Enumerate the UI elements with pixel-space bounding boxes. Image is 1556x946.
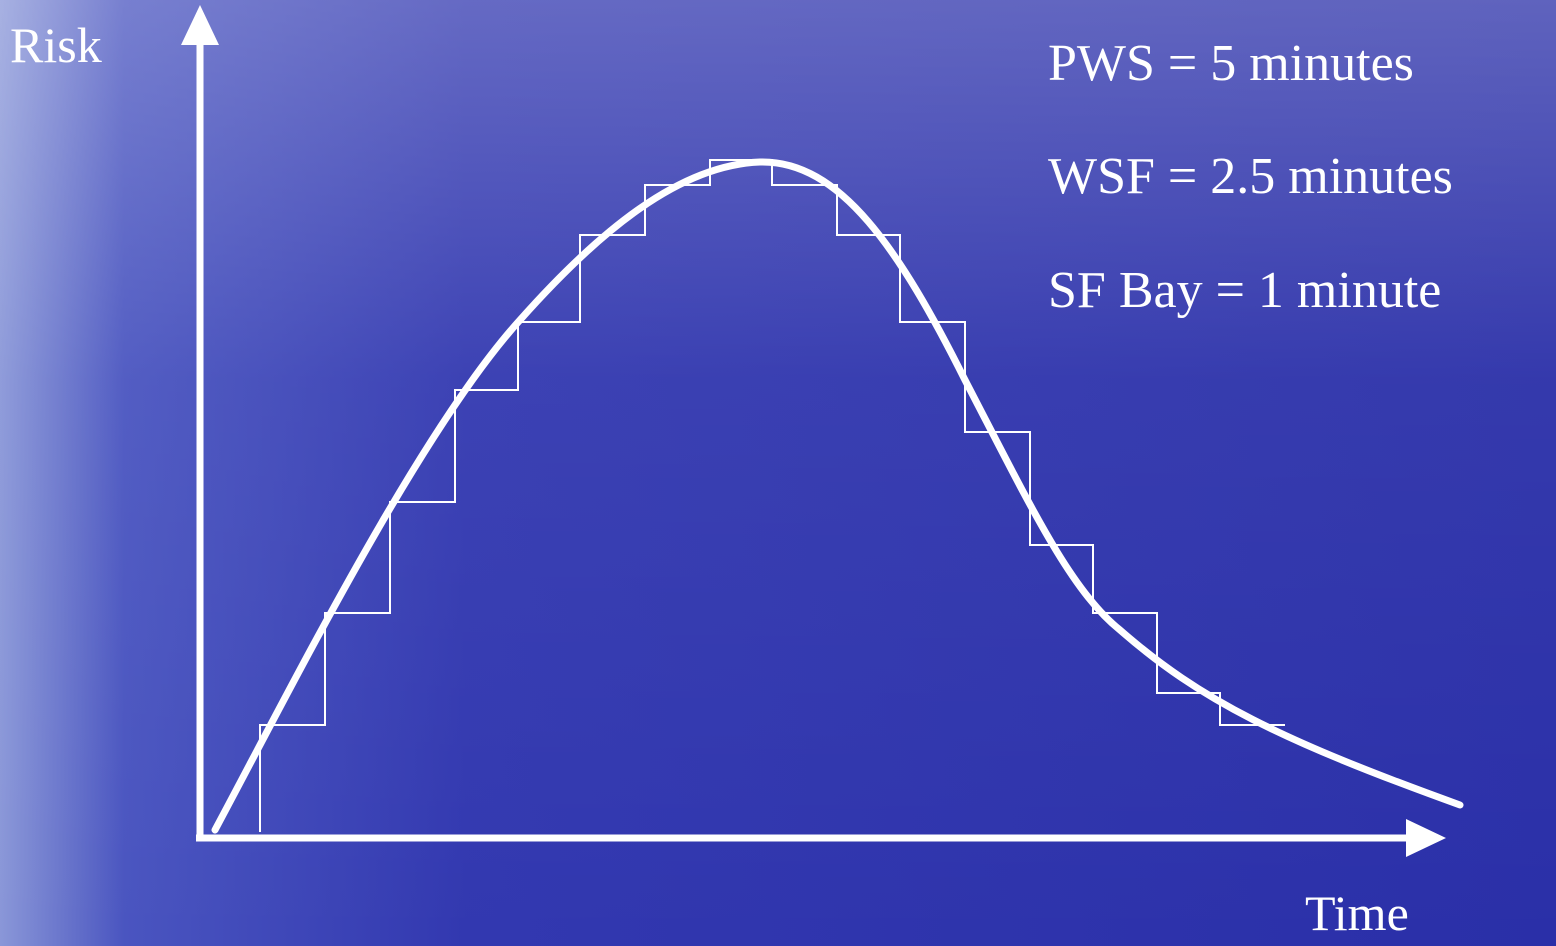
annotation: SF Bay = 1 minute xyxy=(1048,262,1441,319)
x-axis-label: Time xyxy=(1305,885,1409,941)
annotation: WSF = 2.5 minutes xyxy=(1048,148,1453,205)
page: Risk Time PWS = 5 minutes WSF = 2.5 minu… xyxy=(0,0,1556,946)
annotation: PWS = 5 minutes xyxy=(1048,35,1414,92)
slide: Risk Time PWS = 5 minutes WSF = 2.5 minu… xyxy=(0,0,1556,946)
background-glow xyxy=(0,0,1556,946)
y-axis-label: Risk xyxy=(10,17,102,73)
